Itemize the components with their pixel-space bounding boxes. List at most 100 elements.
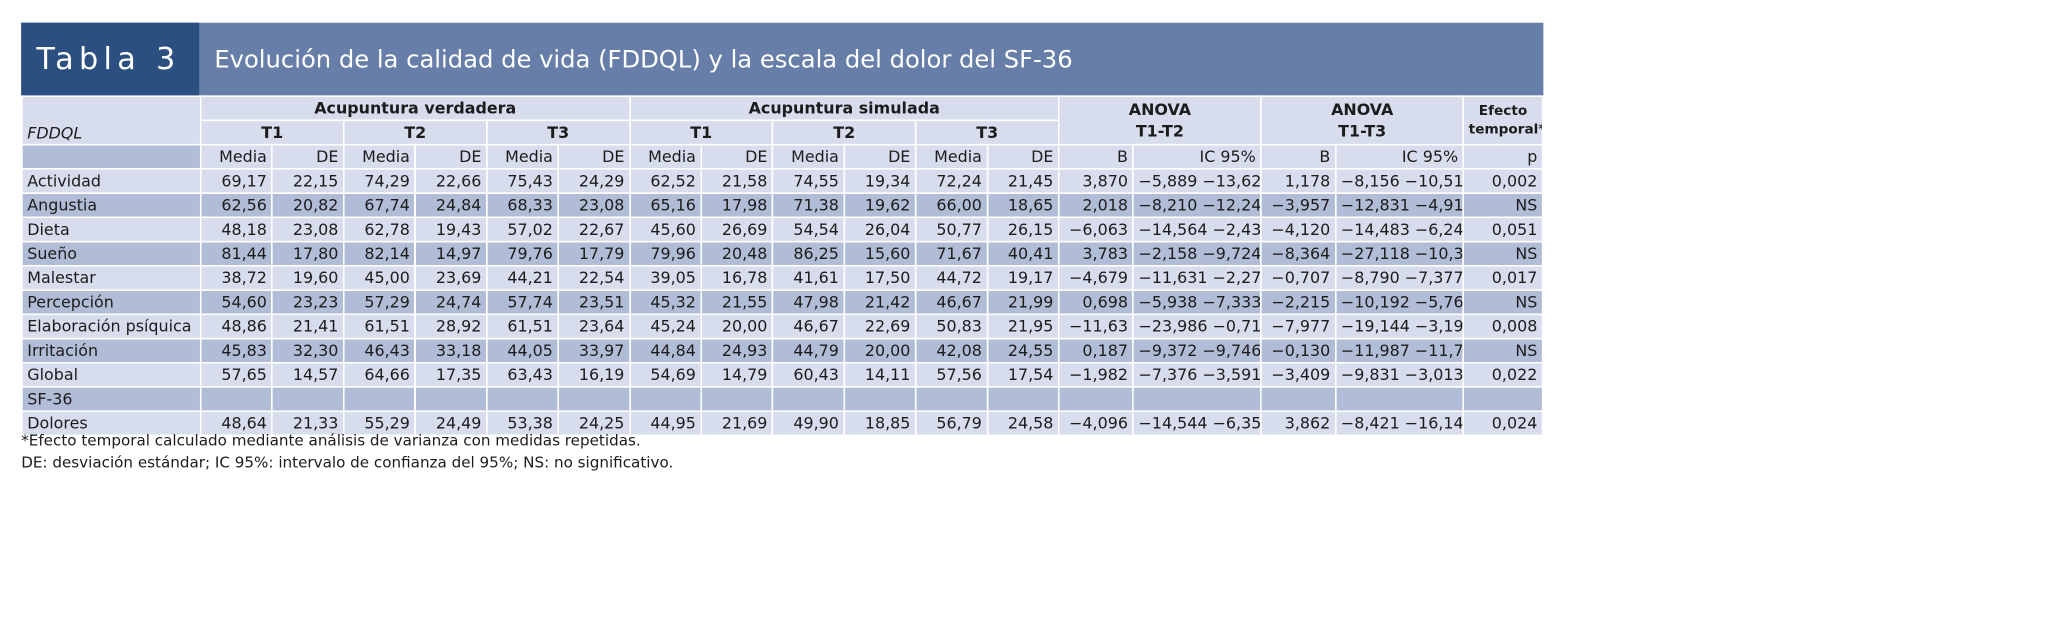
table-cell [1334,386,1465,412]
table-cell: 66,00 [914,192,988,219]
table-cell: 81,44 [199,240,273,267]
table-cell [986,386,1060,412]
table-cell: 21,33 [271,410,345,437]
table-cell: 44,05 [485,337,559,364]
stat-header-p: p [1462,143,1544,170]
table-cell: 24,84 [414,192,488,219]
table-title: Evolución de la calidad de vida (FDDQL) … [214,44,1073,74]
table-cell: 3,783 [1057,240,1135,267]
table-cell: 69,17 [199,168,273,194]
table-cell: 0,024 [1462,410,1544,437]
table-cell [414,386,488,412]
table-cell: −8,364 [1260,240,1337,267]
efecto-temporal-header: Efecto temporal* [1462,95,1544,146]
table-cell: 47,98 [771,289,845,316]
table-cell: 17,98 [700,192,774,219]
table-cell: 16,19 [557,361,631,388]
table-cell: 86,25 [771,240,845,267]
table-cell: 53,38 [485,410,559,437]
table-row: Dolores 48,64 21,33 55,29 24,49 53,38 24,25 44,… [21,410,1544,437]
table-cell: 21,58 [700,168,774,194]
table-cell: −8,790 −7,377 [1334,265,1465,291]
table-cell: 23,64 [557,313,631,340]
table-cell: 50,83 [914,313,988,340]
table-cell: 21,55 [700,289,774,316]
table-row: Elaboración psíquica 48,86 21,41 61,51 28,92… [21,313,1544,340]
table-cell: 23,08 [557,192,631,219]
table-cell: −2,158 −9,724 [1132,240,1262,267]
table-cell: 18,65 [986,192,1060,219]
table-cell: −2,215 [1260,289,1337,316]
table-cell: 45,32 [628,289,702,316]
row-label-header: FDDQL [27,124,83,143]
stat-header-empty [21,143,202,170]
header-row-times: T1 T2 T3 T1 T2 T3 [22,119,1543,146]
row-label: Elaboración psíquica [21,313,202,340]
table-cell: 26,04 [843,216,917,243]
row-label: Dolores [21,410,202,437]
group-header-verdadera: Acupuntura verdadera [199,95,631,122]
table-cell: 65,16 [628,192,702,219]
table-cell: 50,77 [914,216,988,243]
table-cell: 54,60 [199,289,273,316]
table-cell: 17,79 [557,240,631,267]
table-cell [843,386,917,412]
table-row: SF-36 [21,386,1544,412]
table-cell: 72,24 [914,168,988,194]
table-cell: 24,74 [414,289,488,316]
table-cell: 79,76 [485,240,559,267]
anova-t1-t2-line2: T1-T2 [1135,121,1184,141]
stat-header-ic: IC 95% [1334,143,1465,170]
table-cell: 19,43 [414,216,488,243]
table-cell: 1,178 [1260,168,1337,194]
table-cell: 68,33 [485,192,559,219]
table-cell: −23,986 −0,719 [1132,313,1262,340]
table-row: Malestar 38,72 19,60 45,00 23,69 44,21 22,54 39… [21,265,1544,291]
stat-header-de: DE [986,143,1060,170]
efecto-temporal-line2: temporal* [1468,121,1543,138]
table-cell: 22,67 [557,216,631,243]
time-header-t3: T3 [485,119,631,146]
table-cell: 42,08 [914,337,988,364]
table-cell: 24,58 [986,410,1060,437]
table-cell: 19,60 [271,265,345,291]
table-cell: 23,23 [271,289,345,316]
row-label: Angustia [21,192,202,219]
table-cell: 63,43 [485,361,559,388]
table-cell: 17,50 [843,265,917,291]
table-cell: 56,79 [914,410,988,437]
table-cell: −27,118 −10,39 [1334,240,1465,267]
stat-header-b: B [1260,143,1337,170]
table-cell: −4,679 [1057,265,1135,291]
time-header-t2: T2 [342,119,488,146]
table-cell: NS [1462,337,1544,364]
stat-header-de: DE [700,143,774,170]
table-cell: 20,00 [843,337,917,364]
stat-header-media: Media [199,143,273,170]
table-cell: 33,18 [414,337,488,364]
table-cell: −0,130 [1260,337,1337,364]
time-header-t1: T1 [199,119,345,146]
table-cell: −8,156 −10,512 [1334,168,1465,194]
table-cell: 20,82 [271,192,345,219]
table-cell: 45,83 [199,337,273,364]
table-cell: 26,69 [700,216,774,243]
anova-t1-t2-header: ANOVA T1-T2 [1057,95,1262,146]
table-cell: 62,56 [199,192,273,219]
table-cell: NS [1462,289,1544,316]
table-cell: 0,187 [1057,337,1135,364]
table-cell: 38,72 [199,265,273,291]
group-header-simulada: Acupuntura simulada [628,95,1060,122]
table-cell: 44,72 [914,265,988,291]
table-cell: 20,48 [700,240,774,267]
table-cell: 44,84 [628,337,702,364]
stat-header-media: Media [628,143,702,170]
table-cell: 22,66 [414,168,488,194]
table-cell: 17,80 [271,240,345,267]
table-cell: 64,66 [342,361,416,388]
table-cell: 0,017 [1462,265,1544,291]
efecto-temporal-line1: Efecto [1478,102,1528,119]
stat-header-b: B [1057,143,1135,170]
table-cell: 0,002 [1462,168,1544,194]
table-cell: 44,79 [771,337,845,364]
